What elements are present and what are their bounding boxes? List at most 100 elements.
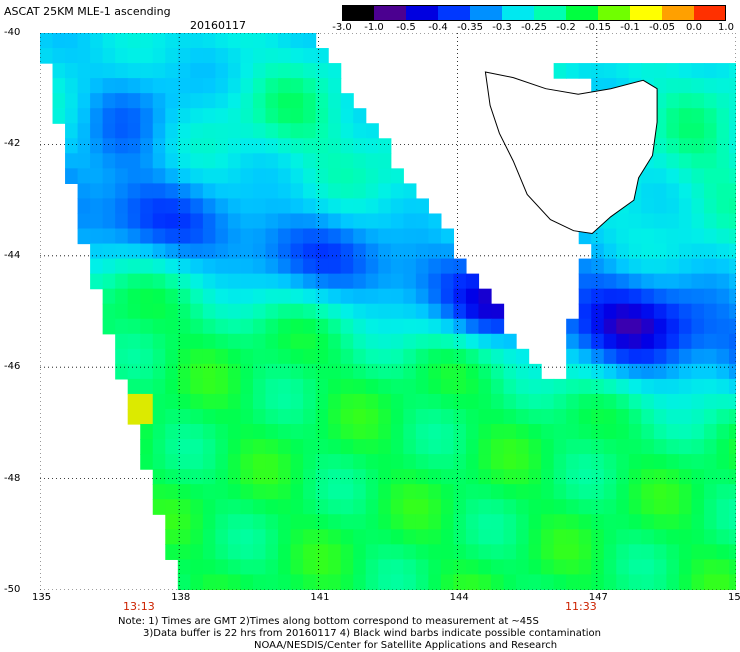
data-cell (177, 559, 191, 576)
data-cell (140, 258, 154, 275)
data-cell (616, 348, 630, 365)
data-cell (202, 168, 216, 184)
data-cell (641, 363, 655, 380)
data-cell (591, 484, 605, 500)
data-cell (603, 469, 617, 485)
data-cell (152, 168, 166, 184)
data-cell (365, 484, 379, 500)
data-cell (278, 198, 292, 215)
data-cell (491, 393, 505, 410)
data-cell (465, 484, 480, 500)
data-cell (541, 499, 555, 515)
data-cell (453, 424, 467, 440)
data-cell (428, 559, 442, 576)
data-cell (252, 589, 267, 590)
data-cell (290, 108, 304, 124)
data-cell (703, 348, 718, 365)
data-cell (415, 228, 429, 245)
data-cell (190, 514, 204, 530)
data-cell (415, 378, 429, 395)
data-cell (115, 273, 129, 290)
data-cell (616, 529, 630, 545)
data-cell (90, 183, 104, 200)
data-cell (190, 469, 204, 485)
data-cell (102, 303, 116, 320)
data-cell (528, 514, 542, 530)
data-cell (127, 78, 141, 94)
data-cell (641, 228, 655, 245)
data-cell (365, 514, 379, 530)
data-cell (691, 243, 705, 260)
data-cell (691, 123, 705, 139)
data-cell (265, 544, 279, 560)
data-cell (591, 529, 605, 545)
data-cell (152, 378, 166, 395)
data-cell (340, 168, 354, 184)
data-cell (127, 318, 141, 335)
data-cell (390, 559, 404, 576)
data-cell (415, 559, 429, 576)
data-cell (603, 408, 617, 425)
data-cell (591, 333, 605, 350)
data-cell (716, 138, 730, 154)
data-cell (353, 153, 367, 169)
data-cell (340, 303, 354, 320)
data-cell (315, 153, 329, 169)
data-cell (678, 63, 693, 79)
data-cell (315, 544, 329, 560)
data-cell (315, 258, 329, 275)
data-cell (666, 529, 680, 545)
data-cell (465, 318, 480, 335)
data-cell (303, 228, 317, 245)
data-cell (666, 514, 680, 530)
data-cell (378, 243, 392, 260)
data-cell (603, 228, 617, 245)
data-cell (616, 544, 630, 560)
colorbar-swatch (694, 5, 726, 21)
data-cell (177, 514, 191, 530)
data-cell (528, 559, 542, 576)
data-cell (115, 213, 129, 230)
data-cell (177, 228, 191, 245)
colorbar-swatch (566, 5, 599, 21)
data-cell (90, 123, 104, 139)
data-cell (353, 484, 367, 500)
data-cell (340, 469, 354, 485)
colorbar-label: 0.0 (686, 22, 702, 33)
time-right: 11:33 (565, 600, 597, 613)
data-cell (90, 48, 104, 64)
data-cell (328, 499, 342, 515)
data-cell (603, 499, 617, 515)
data-cell (240, 123, 254, 139)
data-cell (503, 529, 517, 545)
data-cell (465, 363, 480, 380)
data-cell (240, 183, 254, 200)
data-cell (353, 348, 367, 365)
data-cell (691, 198, 705, 215)
data-cell (140, 228, 154, 245)
data-cell (290, 273, 304, 290)
data-cell (729, 333, 736, 350)
data-cell (227, 499, 242, 515)
data-cell (303, 454, 317, 470)
data-cell (678, 93, 693, 109)
data-cell (115, 138, 129, 154)
data-cell (127, 378, 141, 395)
data-cell (616, 303, 630, 320)
data-cell (729, 303, 736, 320)
data-cell (315, 439, 329, 455)
data-cell (328, 168, 342, 184)
data-cell (340, 454, 354, 470)
data-cell (415, 439, 429, 455)
data-cell (340, 393, 354, 410)
data-cell (77, 93, 91, 109)
data-cell (541, 484, 555, 500)
data-cell (428, 514, 442, 530)
data-cell (90, 243, 104, 260)
data-cell (290, 288, 304, 305)
data-cell (303, 544, 317, 560)
data-cell (603, 559, 617, 576)
data-cell (202, 78, 216, 94)
data-cell (303, 303, 317, 320)
data-cell (465, 378, 480, 395)
